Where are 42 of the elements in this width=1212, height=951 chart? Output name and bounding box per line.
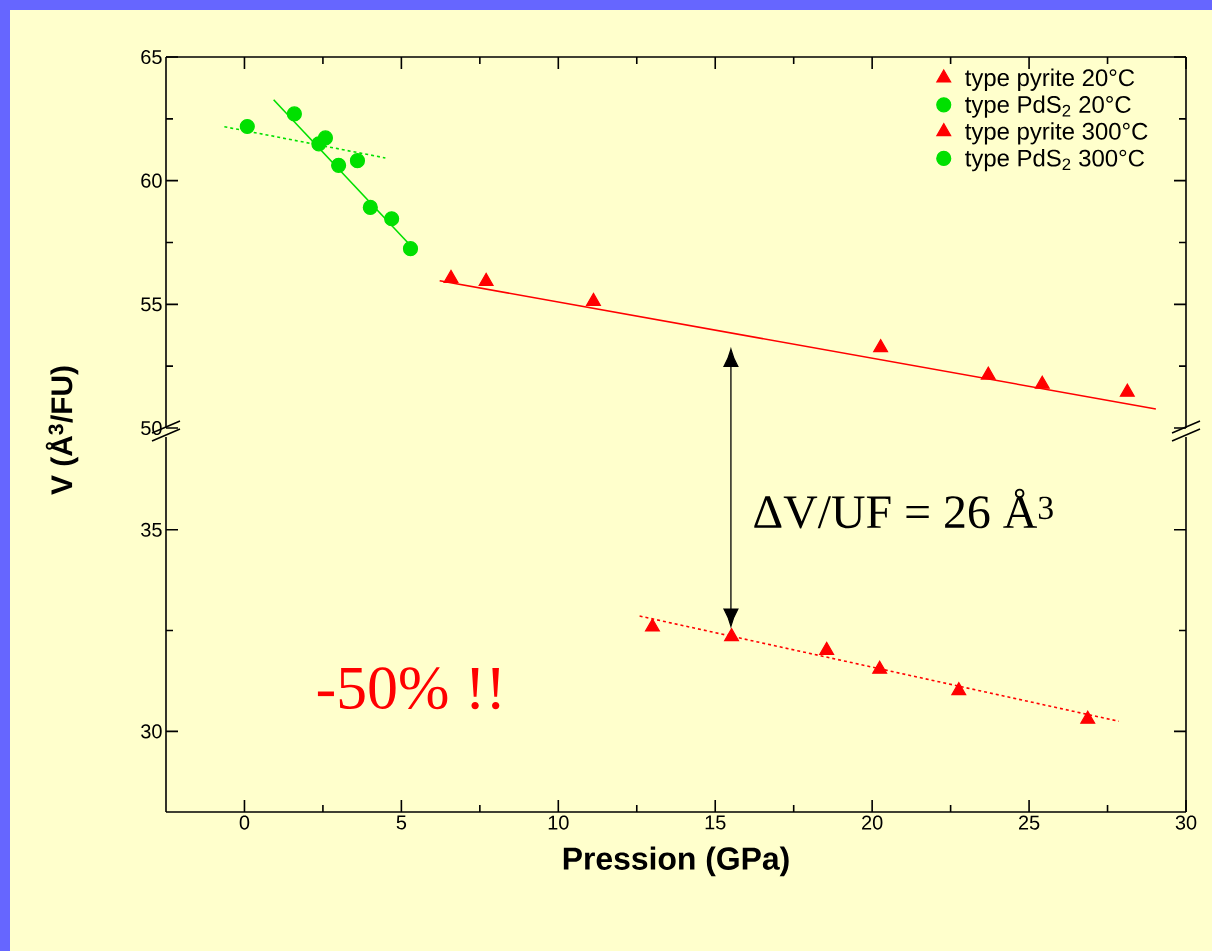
y-tick-label: 60 <box>141 173 162 188</box>
point <box>872 660 888 674</box>
y-tick-label: 30 <box>141 724 162 739</box>
x-tick-label: 25 <box>1018 815 1040 830</box>
point <box>478 272 494 286</box>
x-tick-label: 5 <box>396 815 407 830</box>
point <box>402 241 419 257</box>
point <box>331 157 347 173</box>
x-tick-label: 20 <box>862 815 883 830</box>
text: type pyrite 300°C <box>965 122 1148 145</box>
annotation: -50% !! <box>317 667 500 710</box>
point <box>286 106 302 122</box>
point <box>1119 383 1135 397</box>
point <box>1080 710 1096 724</box>
point <box>443 269 459 283</box>
point <box>873 339 889 353</box>
point <box>951 682 967 696</box>
point <box>980 366 996 380</box>
y-tick-label: 65 <box>141 49 162 65</box>
y-tick-label: 35 <box>141 522 162 537</box>
point <box>362 199 378 215</box>
x-tick-label: 30 <box>1175 815 1197 830</box>
y-tick-label: 55 <box>141 297 162 312</box>
x-tick-label: 10 <box>548 815 569 830</box>
legend-label: type pyrite 20°C <box>965 68 1135 91</box>
point <box>1034 375 1050 389</box>
x-axis-title: Pression (GPa) <box>563 846 789 877</box>
y-axis-title: V (Å$^{3}$/FU) <box>45 366 79 495</box>
annotation: ΔV/UF = 26 Å$^{3}$ <box>754 488 1053 529</box>
point <box>317 130 334 146</box>
point <box>384 211 400 227</box>
x-tick-label: 15 <box>705 815 726 830</box>
point <box>349 153 366 169</box>
x-tick-label: 0 <box>239 815 250 830</box>
point <box>724 628 740 642</box>
legend-label: type PdS$_{2}$ 300°C <box>965 149 1145 172</box>
legend-label: type PdS$_{2}$ 20°C <box>965 95 1131 118</box>
y-tick-label: 50 <box>141 420 162 436</box>
point <box>819 641 835 655</box>
point <box>585 292 601 306</box>
point <box>644 618 660 632</box>
point <box>239 118 255 135</box>
